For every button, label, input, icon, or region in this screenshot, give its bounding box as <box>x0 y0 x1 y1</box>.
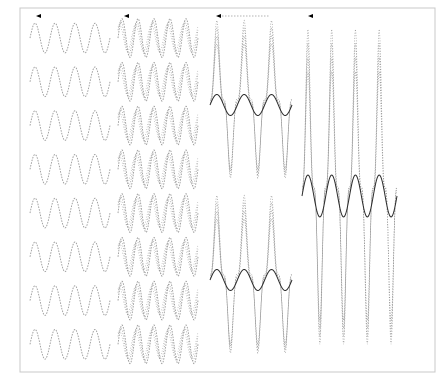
wave-row-echo <box>117 65 199 99</box>
wave-row <box>29 328 111 360</box>
waveform-panel-3 <box>209 14 293 354</box>
dark-overlay-trace <box>301 174 398 218</box>
panel-marker-icon <box>124 14 129 18</box>
wave-row-echo <box>117 240 199 274</box>
wave-row-echo <box>117 155 199 184</box>
dark-overlay-trace <box>209 93 293 117</box>
wave-row <box>117 105 199 146</box>
wave-row-echo <box>117 199 199 227</box>
wave-row-echo <box>117 242 199 271</box>
burst-trace <box>301 71 398 321</box>
burst-trace <box>209 19 293 179</box>
wave-row <box>117 324 199 365</box>
wave-row-echo <box>117 152 199 187</box>
burst-trace <box>301 57 398 329</box>
wave-row <box>29 153 111 185</box>
waveform-panel-1 <box>29 14 111 360</box>
wave-row <box>117 61 199 102</box>
wave-row-echo <box>117 327 199 362</box>
wave-row <box>117 18 199 58</box>
wave-row <box>117 149 199 190</box>
wave-row-echo <box>117 24 199 52</box>
wave-row <box>29 197 111 229</box>
burst-trace <box>301 43 398 337</box>
dark-overlay-trace <box>209 268 293 292</box>
wave-row <box>29 241 111 273</box>
wave-row-echo <box>117 111 199 140</box>
panel-marker-icon <box>36 14 41 18</box>
wave-row <box>117 280 199 321</box>
wave-row <box>29 285 111 316</box>
wave-row <box>29 22 111 54</box>
wave-row-echo <box>117 67 199 96</box>
burst-trace <box>209 35 293 173</box>
wave-row <box>117 236 199 277</box>
burst-trace <box>209 210 293 348</box>
waveform-panel-4 <box>301 14 398 345</box>
panel-marker-icon <box>216 14 221 18</box>
wave-row <box>29 110 111 141</box>
burst-trace <box>301 29 398 345</box>
burst-trace <box>209 194 293 354</box>
wave-row-echo <box>117 108 199 143</box>
wave-row <box>29 66 111 98</box>
wave-row-echo <box>117 283 199 318</box>
wave-row-echo <box>117 196 199 230</box>
panel-marker-icon <box>308 14 313 18</box>
wave-row-echo <box>117 330 199 359</box>
waveform-panel-2 <box>117 14 199 365</box>
figure-frame <box>19 7 436 373</box>
wave-row-echo <box>117 21 199 55</box>
wave-row-echo <box>117 286 199 315</box>
wave-row <box>117 193 199 233</box>
